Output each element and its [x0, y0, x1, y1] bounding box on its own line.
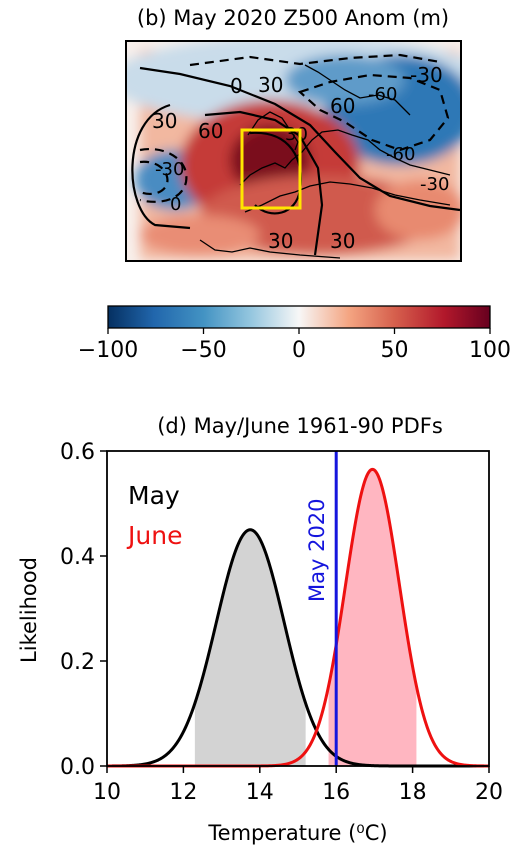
x-tick-label: 16 — [322, 780, 350, 805]
pdf-fill-may — [194, 529, 306, 766]
colorbar-tick-label: −100 — [78, 338, 138, 363]
contour-label: 60 — [198, 119, 223, 143]
contour-label: 30 — [330, 229, 355, 253]
contour-label: 30 — [268, 229, 293, 253]
pdf-plot: May 2020 10 12 14 16 18 20 0.0 0.2 0.4 0.6 — [60, 440, 503, 805]
may-2020-label: May 2020 — [305, 498, 329, 602]
contour-label: 30 — [152, 109, 177, 133]
colorbar-tick-label: −50 — [180, 338, 226, 363]
x-tick-label: 20 — [475, 780, 503, 805]
x-tick-label: 14 — [246, 780, 274, 805]
y-tick-label: 0.4 — [60, 545, 95, 570]
contour-label: -30 — [410, 63, 443, 87]
pdf-fill-june — [328, 469, 417, 766]
colorbar — [107, 305, 491, 329]
pdf-title: (d) May/June 1961-90 PDFs — [157, 414, 443, 438]
contour-label: 30 — [285, 124, 308, 145]
colorbar-tick-label: 100 — [469, 338, 511, 363]
y-tick-label: 0.2 — [60, 650, 95, 675]
contour-label: -60 — [368, 84, 397, 105]
colorbar-tick-label: 50 — [381, 338, 409, 363]
contour-label: 0 — [230, 74, 243, 98]
contour-label: 0 — [170, 194, 181, 215]
contour-label: -30 — [155, 159, 184, 180]
x-tick-label: 18 — [399, 780, 427, 805]
x-axis-label: Temperature (⁰C) — [207, 821, 387, 845]
contour-label: -30 — [420, 174, 449, 195]
y-tick-label: 0.6 — [60, 440, 95, 465]
map-title: (b) May 2020 Z500 Anom (m) — [137, 6, 449, 30]
contour-label: 30 — [258, 73, 283, 97]
legend-may: May — [128, 481, 180, 510]
colorbar-ticks: −100 −50 0 50 100 — [78, 328, 511, 363]
highlight-box — [240, 128, 302, 210]
y-tick-label: 0.0 — [60, 755, 95, 780]
y-axis-label: Likelihood — [17, 557, 41, 663]
x-tick-label: 12 — [169, 780, 197, 805]
x-tick-label: 10 — [93, 780, 121, 805]
plot-frame — [106, 450, 490, 767]
coastline — [239, 129, 451, 186]
contour-label: 60 — [330, 94, 355, 118]
colorbar-tick-label: 0 — [292, 338, 306, 363]
legend-june: June — [126, 521, 182, 550]
map-frame — [125, 40, 462, 262]
contour-label: -60 — [386, 144, 415, 165]
